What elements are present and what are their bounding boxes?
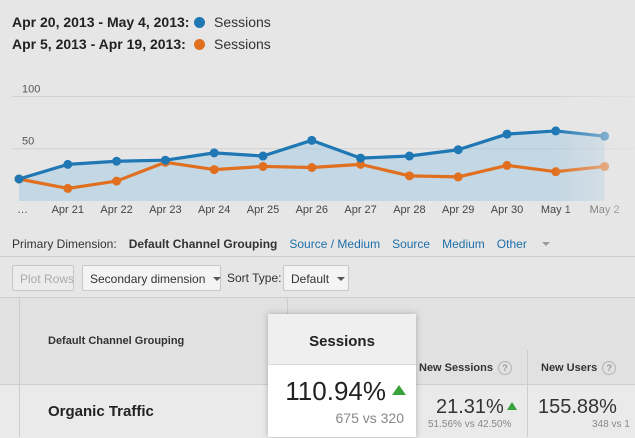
sessions-change: 110.94%: [285, 376, 406, 407]
current-series-point: [112, 156, 122, 166]
column-header-channel-grouping[interactable]: Default Channel Grouping: [48, 335, 185, 347]
dimension-source-medium[interactable]: Source / Medium: [289, 237, 381, 251]
x-tick-label: Apr 22: [100, 204, 132, 216]
previous-series-point: [307, 163, 317, 173]
x-tick-label: Apr 26: [296, 204, 328, 216]
new-users-change: 155.88%: [538, 396, 617, 418]
sessions-compare: 675 vs 320: [335, 410, 405, 426]
current-range-label: Apr 20, 2013 - May 4, 2013:: [12, 14, 190, 30]
edge-fade: [555, 60, 635, 222]
new-users-compare: 348 vs 1: [592, 419, 630, 430]
column-header-new-users[interactable]: New Users?: [541, 361, 617, 375]
previous-series-point: [404, 171, 414, 181]
series-name: Sessions: [214, 14, 271, 30]
previous-series-point: [502, 160, 512, 170]
dimension-other-dropdown[interactable]: Other: [497, 237, 562, 251]
column-divider: [19, 297, 20, 437]
x-tick-label: Apr 23: [149, 204, 181, 216]
chevron-down-icon: [213, 277, 222, 281]
series-name: Sessions: [214, 36, 271, 52]
dimension-medium[interactable]: Medium: [442, 237, 485, 251]
column-divider: [527, 350, 528, 437]
column-header-new-sessions[interactable]: New Sessions?: [419, 361, 512, 375]
x-tick-label: Apr 27: [344, 204, 376, 216]
column-header-sessions[interactable]: Sessions: [268, 314, 416, 365]
x-tick-label: Apr 30: [491, 204, 523, 216]
sort-type-value: Default: [291, 272, 330, 286]
x-tick-label: …: [17, 204, 28, 216]
current-series-point: [14, 174, 24, 184]
chevron-down-icon: [337, 277, 346, 281]
other-label: Other: [496, 237, 527, 251]
y-tick-label: 50: [22, 136, 34, 148]
new-sessions-compare: 51.56% vs 42.50%: [428, 419, 512, 430]
previous-series-point: [112, 176, 122, 186]
current-series-point: [258, 151, 268, 161]
new-users-header-label: New Users: [541, 362, 598, 374]
y-tick-label: 100: [22, 83, 40, 95]
sort-type-dropdown[interactable]: Default: [283, 265, 349, 291]
new-sessions-change-value: 21.31%: [436, 396, 504, 418]
orange-series-dot: [194, 39, 205, 50]
previous-series-point: [453, 172, 463, 182]
table-toolbar: [0, 256, 635, 297]
current-series-point: [453, 145, 463, 155]
help-icon[interactable]: ?: [497, 361, 512, 375]
help-icon[interactable]: ?: [602, 361, 617, 375]
blue-series-dot: [194, 17, 205, 28]
dimension-source[interactable]: Source: [392, 237, 431, 251]
sessions-highlight-card: Sessions 110.94% 675 vs 320: [268, 314, 416, 437]
current-series-point: [160, 155, 170, 165]
previous-series-point: [258, 161, 268, 171]
secondary-dimension-label: Secondary dimension: [90, 272, 206, 286]
sessions-line-chart: 100 50 … Apr 21 Apr 22 Apr 23 Apr 24 Apr 25 Apr …: [12, 60, 635, 222]
previous-range-label: Apr 5, 2013 - Apr 19, 2013:: [12, 36, 186, 52]
primary-dimension-label: Primary Dimension:: [12, 237, 117, 251]
new-sessions-change: 21.31%: [436, 396, 517, 419]
plot-rows-button[interactable]: Plot Rows: [12, 265, 74, 291]
secondary-dimension-dropdown[interactable]: Secondary dimension: [82, 265, 222, 291]
x-tick-label: Apr 29: [442, 204, 474, 216]
current-series-point: [63, 159, 73, 169]
arrow-up-icon: [506, 402, 517, 410]
legend-current-range: Apr 20, 2013 - May 4, 2013: Sessions: [12, 14, 271, 30]
new-sessions-header-label: New Sessions: [419, 362, 493, 374]
current-series-point: [307, 135, 317, 145]
x-tick-label: Apr 25: [247, 204, 279, 216]
current-series-point: [356, 153, 366, 163]
x-tick-label: Apr 28: [393, 204, 425, 216]
previous-series-point: [356, 159, 366, 169]
sort-type-label: Sort Type:: [227, 271, 282, 285]
arrow-up-icon: [392, 385, 406, 395]
current-series-point: [209, 148, 219, 158]
chevron-down-icon: [541, 242, 550, 246]
dimension-default-channel-grouping[interactable]: Default Channel Grouping: [128, 237, 278, 251]
previous-series-point: [209, 165, 219, 175]
x-tick-label: Apr 24: [198, 204, 230, 216]
primary-dimension-bar: Primary Dimension: Default Channel Groupi…: [12, 237, 574, 251]
sessions-change-value: 110.94%: [285, 376, 386, 406]
previous-series-point: [63, 183, 73, 193]
current-series-point: [502, 129, 512, 139]
legend-previous-range: Apr 5, 2013 - Apr 19, 2013: Sessions: [12, 36, 271, 52]
x-tick-label: Apr 21: [52, 204, 84, 216]
row-label-organic-traffic[interactable]: Organic Traffic: [48, 403, 154, 420]
current-series-point: [404, 151, 414, 161]
